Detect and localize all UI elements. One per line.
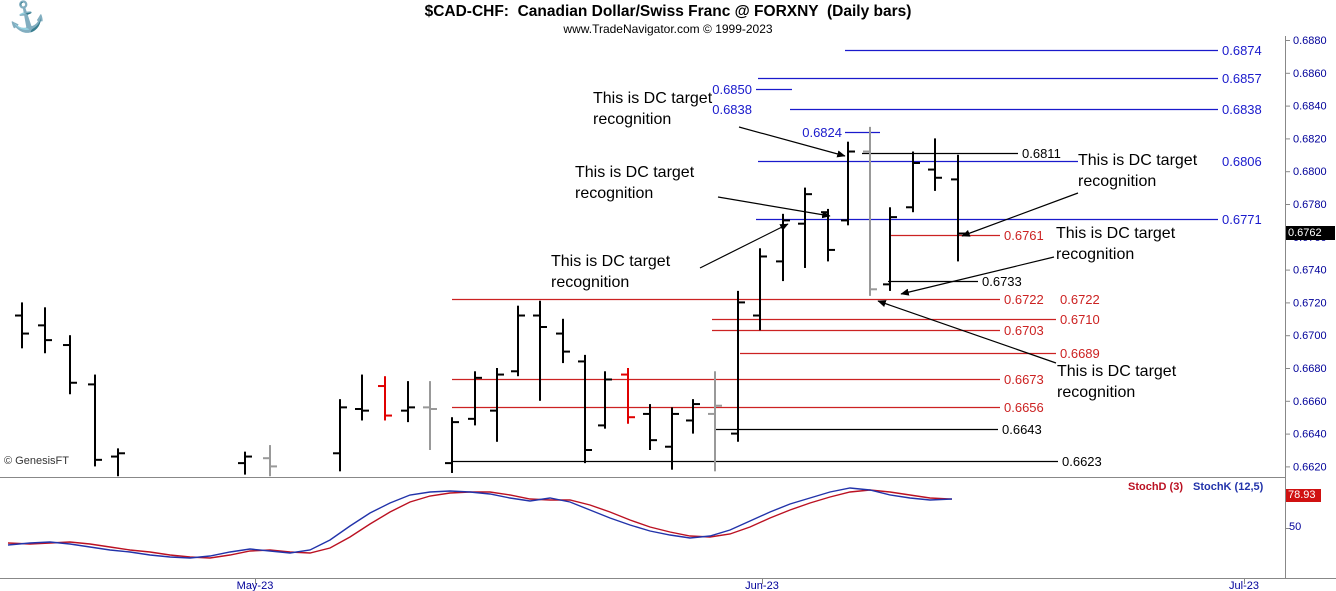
annotation-arrow (717, 196, 831, 219)
stochd-legend-label[interactable]: StochD (3) (1128, 481, 1183, 493)
ohlc-bar (333, 399, 347, 472)
stochk-legend-label[interactable]: StochK (12,5) (1193, 481, 1264, 493)
price-axis-label: 0.6700 (1293, 330, 1327, 342)
ohlc-bar (906, 151, 920, 213)
dc-target-level-label: 0.6722 (1060, 292, 1100, 307)
price-axis-label: 0.6800 (1293, 166, 1327, 178)
annotation-arrow (738, 126, 846, 158)
ohlc-bar (511, 305, 525, 377)
dc-target-annotation[interactable]: This is DC target recognition (1056, 225, 1176, 263)
dc-target-level-label: 0.6710 (1060, 312, 1100, 327)
stochd-line (7, 489, 953, 559)
dc-target-level-label: 0.6761 (1004, 228, 1044, 243)
price-axis-label: 0.6660 (1293, 396, 1327, 408)
stoch-mid-label: 50 (1289, 521, 1302, 533)
chart-copyright: www.TradeNavigator.com © 1999-2023 (563, 22, 773, 36)
price-axis-label: 0.6880 (1293, 35, 1327, 47)
date-axis-label: Jul-23 (1229, 580, 1259, 591)
ohlc-bar (445, 417, 459, 473)
ohlc-bar (38, 307, 52, 354)
price-axis-label: 0.6820 (1293, 133, 1327, 145)
dc-target-annotation[interactable]: This is DC target recognition (575, 164, 695, 202)
ohlc-bar (355, 374, 369, 421)
dc-target-level-label: 0.6733 (982, 274, 1022, 289)
ohlc-bar (88, 374, 102, 467)
ohlc-bar (821, 208, 835, 262)
ohlc-bar (423, 381, 437, 450)
dc-target-level-label: 0.6857 (1222, 71, 1262, 86)
price-axis-label: 0.6840 (1293, 101, 1327, 113)
date-axis-label: Jun-23 (745, 580, 779, 591)
stochk-line (7, 487, 953, 559)
dc-target-level-label: 0.6656 (1004, 400, 1044, 415)
ohlc-bar (533, 300, 547, 401)
dc-target-level-label: 0.6824 (802, 125, 842, 140)
price-axis-label: 0.6640 (1293, 429, 1327, 441)
price-axis-label: 0.6740 (1293, 265, 1327, 277)
ohlc-bar (578, 354, 592, 464)
ohlc-bar (468, 371, 482, 426)
dc-target-level-label: 0.6806 (1222, 154, 1262, 169)
ohlc-bar (928, 138, 942, 191)
ohlc-bar (598, 371, 612, 429)
ohlc-bar (951, 154, 965, 262)
dc-target-level-label: 0.6874 (1222, 43, 1262, 58)
ohlc-bar (841, 141, 855, 226)
dc-target-level-label: 0.6838 (712, 102, 752, 117)
ohlc-bar (401, 381, 415, 423)
ohlc-bar (378, 376, 392, 421)
dc-target-level-label: 0.6850 (712, 82, 752, 97)
dc-target-level-label: 0.6623 (1062, 454, 1102, 469)
dc-target-level-label: 0.6838 (1222, 102, 1262, 117)
dc-target-level-label: 0.6722 (1004, 292, 1044, 307)
annotation-arrow (961, 192, 1079, 237)
dc-target-level-label: 0.6703 (1004, 323, 1044, 338)
ohlc-bar (686, 399, 700, 434)
price-axis-label: 0.6720 (1293, 297, 1327, 309)
chart-title: $CAD-CHF: Canadian Dollar/Swiss Franc @ … (424, 3, 912, 20)
annotation-arrow (877, 300, 1057, 364)
genesisft-watermark: © GenesisFT (4, 455, 69, 467)
ohlc-bar (621, 368, 635, 424)
ohlc-bar (708, 371, 722, 472)
ohlc-bar (665, 407, 679, 470)
ohlc-bar (238, 451, 252, 475)
ohlc-bar (883, 207, 897, 291)
ohlc-bar (263, 445, 277, 477)
price-axis-label: 0.6680 (1293, 363, 1327, 375)
dc-target-level-label: 0.6673 (1004, 372, 1044, 387)
price-axis-label: 0.6620 (1293, 461, 1327, 473)
ohlc-bar (731, 290, 745, 442)
dc-target-annotation[interactable]: This is DC target recognition (1078, 150, 1218, 192)
ohlc-bar (111, 448, 125, 477)
dc-target-annotation[interactable]: This is DC target recognition (593, 90, 713, 128)
dc-target-level-label: 0.6811 (1022, 146, 1061, 161)
dc-target-level-label: 0.6643 (1002, 422, 1042, 437)
annotation-arrow (900, 256, 1055, 296)
ohlc-bar (863, 126, 877, 296)
dc-target-annotation[interactable]: This is DC target recognition (551, 253, 671, 291)
current-price-tag: 0.6762 (1286, 226, 1335, 240)
ohlc-bar (643, 404, 657, 450)
dc-target-level-label: 0.6689 (1060, 346, 1100, 361)
ohlc-bar (798, 187, 812, 268)
ohlc-bar (490, 368, 504, 442)
ohlc-bar (63, 335, 77, 395)
ohlc-bar (753, 248, 767, 331)
dc-target-annotation[interactable]: This is DC target recognition (1057, 363, 1177, 401)
stoch-value-tag: 78.93 (1286, 489, 1321, 502)
ohlc-bar (15, 302, 29, 349)
price-axis-label: 0.6780 (1293, 199, 1327, 211)
date-axis-label: May-23 (236, 580, 274, 591)
price-axis-label: 0.6860 (1293, 68, 1327, 80)
annotation-arrow (699, 223, 789, 269)
dc-target-level-label: 0.6771 (1222, 212, 1262, 227)
ohlc-bar (556, 318, 570, 364)
